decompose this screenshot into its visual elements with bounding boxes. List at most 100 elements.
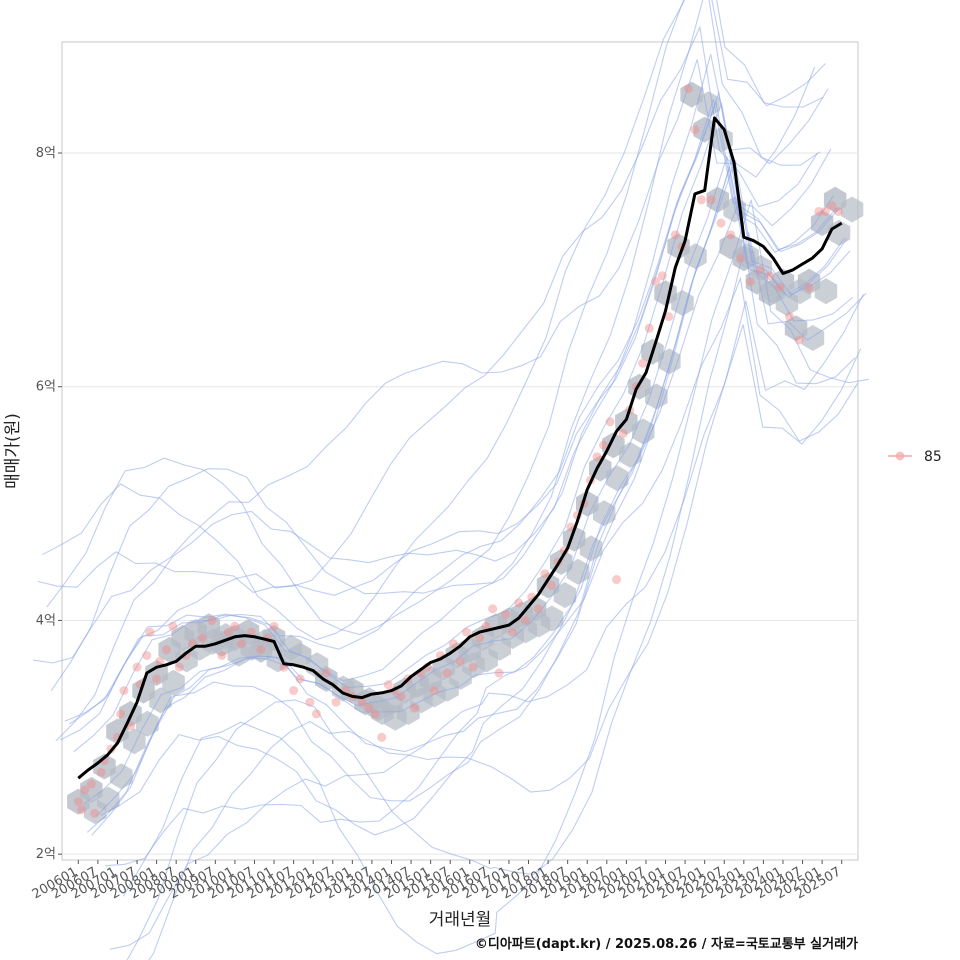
transaction-point bbox=[696, 195, 706, 205]
transaction-point bbox=[494, 668, 504, 678]
transaction-point bbox=[370, 709, 380, 719]
transaction-point bbox=[784, 312, 794, 322]
transaction-points bbox=[73, 84, 843, 818]
source-caption: ©디아파트(dapt.kr) / 2025.08.26 / 자료=국토교통부 실… bbox=[475, 936, 858, 952]
x-axis: 2006012006072007012007072008012008072009… bbox=[30, 860, 844, 902]
hexbin-cell bbox=[814, 278, 838, 305]
transaction-point bbox=[706, 195, 716, 205]
hexbin-cell bbox=[162, 669, 185, 696]
density-contour-line bbox=[91, 157, 851, 836]
transaction-point bbox=[501, 610, 511, 620]
transaction-point bbox=[236, 639, 246, 649]
transaction-point bbox=[289, 686, 299, 696]
transaction-point bbox=[409, 703, 419, 713]
transaction-point bbox=[592, 452, 602, 462]
hexbin-cell bbox=[553, 582, 577, 609]
hexbin-cell bbox=[93, 753, 116, 780]
density-contour-line bbox=[122, 199, 869, 955]
transaction-point bbox=[488, 604, 498, 614]
density-contour-line bbox=[33, 59, 816, 664]
hexbin-cell bbox=[123, 728, 146, 755]
transaction-point bbox=[357, 697, 367, 707]
hexbin-cell bbox=[823, 186, 847, 213]
transaction-point bbox=[827, 201, 837, 211]
transaction-point bbox=[230, 621, 240, 631]
transaction-point bbox=[507, 627, 517, 637]
y-tick-label: 2억 bbox=[36, 847, 56, 862]
transaction-point bbox=[814, 206, 824, 216]
transaction-point bbox=[533, 604, 543, 614]
transaction-point bbox=[455, 656, 465, 666]
transaction-point bbox=[664, 312, 674, 322]
density-contour-line bbox=[95, 159, 853, 817]
hexbin-cell bbox=[236, 619, 260, 646]
transaction-point bbox=[820, 206, 830, 216]
hexbin-cell bbox=[566, 558, 590, 585]
density-contour-line bbox=[64, 99, 835, 722]
hexbin-layer bbox=[67, 81, 864, 825]
transaction-point bbox=[765, 271, 775, 281]
transaction-point bbox=[833, 206, 843, 216]
y-axis-title: 매매가(원) bbox=[3, 413, 23, 489]
y-axis: 2억 4억 6억 8억 bbox=[36, 146, 62, 862]
transaction-point bbox=[716, 218, 726, 228]
transaction-point bbox=[96, 767, 106, 777]
transaction-point bbox=[116, 709, 126, 719]
transaction-point bbox=[331, 697, 341, 707]
transaction-point bbox=[152, 674, 162, 684]
transaction-point bbox=[520, 615, 530, 625]
trend-line-layer bbox=[77, 116, 843, 780]
transaction-point bbox=[256, 645, 266, 655]
transaction-point bbox=[462, 627, 472, 637]
hexbin-cell bbox=[801, 325, 825, 351]
density-contour-line bbox=[126, 231, 867, 960]
hexbin-cell bbox=[579, 535, 603, 562]
transaction-point bbox=[755, 265, 765, 275]
hexbin-cell bbox=[106, 718, 129, 745]
transaction-point bbox=[383, 680, 393, 690]
transaction-point bbox=[217, 651, 227, 660]
transaction-point bbox=[364, 703, 374, 713]
hexbin-cell bbox=[536, 572, 560, 599]
hexbin-cell bbox=[810, 210, 834, 237]
hexbin-cell bbox=[80, 776, 103, 803]
transaction-point bbox=[155, 656, 165, 666]
transaction-point bbox=[377, 732, 387, 742]
transaction-point bbox=[86, 779, 96, 789]
transaction-point bbox=[599, 440, 609, 450]
density-contour-line bbox=[46, 0, 824, 636]
transaction-point bbox=[775, 282, 785, 292]
transaction-point bbox=[475, 633, 485, 643]
transaction-point bbox=[174, 662, 184, 672]
legend: 85 bbox=[888, 449, 942, 465]
transaction-point bbox=[670, 230, 680, 240]
transaction-point bbox=[736, 253, 746, 263]
trend-line bbox=[77, 116, 843, 780]
transaction-point bbox=[145, 627, 155, 637]
transaction-point bbox=[321, 668, 331, 678]
hexbin-cell bbox=[523, 595, 547, 622]
transaction-point bbox=[168, 621, 178, 631]
hexbin-cell bbox=[680, 81, 703, 108]
x-axis-title: 거래년월 bbox=[429, 910, 492, 930]
legend-label: 85 bbox=[924, 449, 942, 465]
transaction-point bbox=[442, 668, 452, 678]
hexbin-cell bbox=[771, 268, 795, 295]
transaction-point bbox=[246, 627, 256, 637]
density-contour-line bbox=[60, 99, 832, 741]
transaction-point bbox=[132, 662, 142, 672]
plot-panel bbox=[61, 41, 859, 861]
transaction-point bbox=[73, 797, 83, 807]
y-tick-label: 6억 bbox=[36, 380, 56, 395]
transaction-point bbox=[745, 277, 755, 287]
density-contour-line bbox=[42, 0, 821, 641]
transaction-point bbox=[311, 709, 321, 719]
hexbin-cell bbox=[540, 605, 564, 632]
transaction-point bbox=[804, 282, 814, 292]
y-tick-label: 8억 bbox=[36, 146, 56, 161]
transaction-point bbox=[90, 808, 100, 818]
transaction-point bbox=[618, 428, 628, 438]
hexbin-cell bbox=[697, 91, 720, 118]
